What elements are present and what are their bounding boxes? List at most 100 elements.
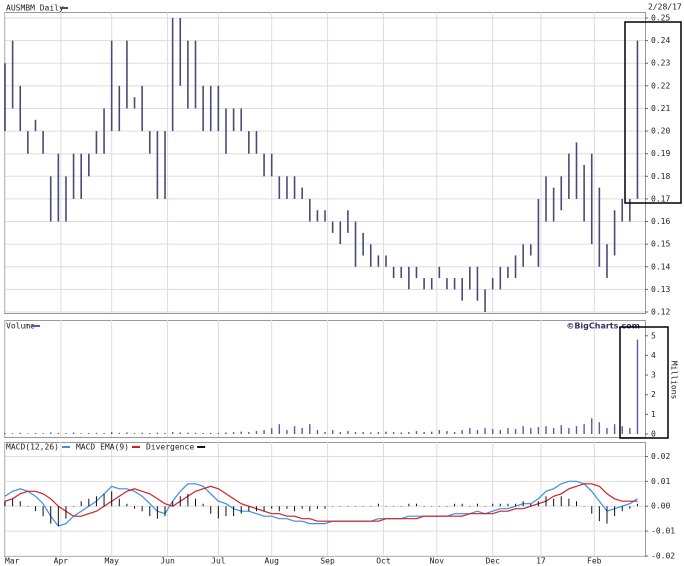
volume-bar <box>80 433 82 434</box>
divergence-bar <box>179 496 181 507</box>
divergence-bar <box>34 506 36 512</box>
divergence-bar <box>301 506 303 509</box>
x-tick-label: Apr <box>54 557 69 566</box>
divergence-bar <box>591 506 593 514</box>
volume-bar <box>57 432 60 434</box>
y-tick-label: 0.02 <box>651 452 670 461</box>
volume-bar <box>392 432 395 434</box>
divergence-bar <box>80 501 82 507</box>
divergence-bar <box>103 493 105 507</box>
y-tick-label: 0.24 <box>651 36 670 45</box>
divergence-bar <box>400 506 402 507</box>
divergence-bar <box>560 496 562 507</box>
volume-bar <box>347 431 349 434</box>
divergence-bar <box>95 496 97 507</box>
volume-panel <box>4 320 646 438</box>
volume-bar <box>103 433 105 434</box>
volume-bar <box>438 430 441 434</box>
volume-bar <box>491 429 494 434</box>
y-tick-label: 0.25 <box>651 14 670 23</box>
y-tick-label: 0.12 <box>651 308 670 317</box>
y-tick-label: 0.01 <box>651 477 670 486</box>
legend-label: MACD EMA(9) <box>76 443 129 452</box>
divergence-bar <box>271 506 273 509</box>
y-tick-label: 0.23 <box>651 59 670 68</box>
volume-bar <box>377 432 380 434</box>
volume-bar <box>27 433 29 434</box>
volume-bar <box>34 433 37 434</box>
divergence-bar <box>522 501 524 507</box>
volume-bar <box>606 428 608 434</box>
divergence-bar <box>461 503 463 507</box>
divergence-bar <box>73 506 75 507</box>
volume-bar <box>179 432 181 434</box>
x-tick-label: Dec <box>485 557 500 566</box>
volume-bar <box>293 426 296 434</box>
volume-bar <box>248 432 250 434</box>
y-tick-label: 0.14 <box>651 262 670 271</box>
divergence-bar <box>385 506 387 507</box>
x-tick-label: Aug <box>264 557 279 566</box>
divergence-bar <box>476 503 478 507</box>
volume-bar <box>461 430 463 434</box>
divergence-bar <box>568 498 570 507</box>
volume-bar <box>408 432 410 434</box>
divergence-bar <box>294 506 296 512</box>
volume-bar <box>278 424 281 434</box>
divergence-bar <box>88 498 90 507</box>
volume-bar <box>118 432 120 434</box>
volume-bar <box>545 426 547 434</box>
divergence-bar <box>515 503 517 507</box>
divergence-bar <box>187 493 189 507</box>
legend-label: MACD(12,26) <box>6 443 59 452</box>
volume-bar <box>339 432 341 434</box>
volume-bar <box>171 432 174 434</box>
volume-bar <box>453 432 456 434</box>
volume-bar <box>240 431 242 434</box>
volume-bar <box>507 428 509 434</box>
x-tick-label: Nov <box>430 557 445 566</box>
divergence-bar <box>4 501 6 507</box>
x-tick-label: 17 <box>536 557 546 566</box>
x-tick-label: May <box>104 557 119 566</box>
y-tick-label: 0.20 <box>651 127 670 136</box>
divergence-bar <box>202 503 204 507</box>
volume-bar <box>42 433 44 434</box>
price-panel <box>4 12 646 314</box>
divergence-bar <box>347 506 349 507</box>
y-tick-label: 0.16 <box>651 217 670 226</box>
volume-bar <box>621 426 623 434</box>
volume-bar <box>514 429 517 434</box>
volume-bar <box>50 432 52 434</box>
divergence-bar <box>446 506 448 507</box>
divergence-bar <box>583 506 585 507</box>
volume-bar <box>65 433 67 434</box>
volume-bar <box>354 432 357 434</box>
divergence-bar <box>507 503 509 507</box>
y-tick-label: 0.22 <box>651 81 670 90</box>
volume-bar <box>385 431 387 434</box>
divergence-bar <box>438 506 440 507</box>
volume-bar <box>210 432 212 434</box>
divergence-bar <box>263 506 265 512</box>
divergence-bar <box>164 506 166 517</box>
divergence-bar <box>454 503 456 507</box>
divergence-bar <box>141 506 143 512</box>
volume-bar <box>537 427 540 434</box>
volume-bar <box>476 430 479 434</box>
volume-bar <box>232 432 235 434</box>
divergence-bar <box>65 506 67 519</box>
divergence-bar <box>225 506 227 517</box>
volume-bar <box>499 430 501 434</box>
volume-bar <box>431 431 433 434</box>
volume-bar <box>446 431 448 434</box>
x-tick-label: Sep <box>320 557 335 566</box>
date-label: 2/28/17 <box>648 3 682 12</box>
divergence-bar <box>134 506 136 509</box>
divergence-bar <box>370 506 372 507</box>
divergence-bar <box>553 498 555 507</box>
volume-axis-label: Millions <box>670 361 679 400</box>
y-tick-label: 0.13 <box>651 285 670 294</box>
divergence-bar <box>492 503 494 507</box>
